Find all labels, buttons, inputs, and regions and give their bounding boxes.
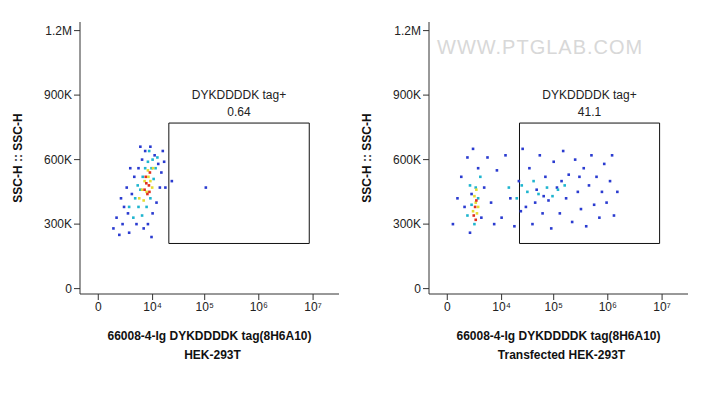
svg-text:10⁴: 10⁴ xyxy=(492,300,511,314)
svg-text:0.64: 0.64 xyxy=(227,105,251,119)
svg-text:SSC-H :: SSC-H: SSC-H :: SSC-H xyxy=(11,113,25,202)
svg-text:900K: 900K xyxy=(44,88,72,102)
svg-text:600K: 600K xyxy=(44,153,72,167)
svg-text:66008-4-Ig DYKDDDDK tag(8H6A10: 66008-4-Ig DYKDDDDK tag(8H6A10) xyxy=(107,329,311,343)
svg-text:10⁴: 10⁴ xyxy=(143,300,162,314)
svg-text:10⁵: 10⁵ xyxy=(545,300,563,314)
svg-text:10⁶: 10⁶ xyxy=(599,300,617,314)
svg-text:DYKDDDDK tag+: DYKDDDDK tag+ xyxy=(542,88,636,102)
svg-text:900K: 900K xyxy=(393,88,421,102)
svg-text:1.2M: 1.2M xyxy=(45,24,72,38)
svg-text:300K: 300K xyxy=(393,217,421,231)
svg-text:SSC-H :: SSC-H: SSC-H :: SSC-H xyxy=(360,113,374,202)
svg-text:300K: 300K xyxy=(44,217,72,231)
svg-text:0: 0 xyxy=(95,300,102,314)
svg-text:600K: 600K xyxy=(393,153,421,167)
svg-text:10⁵: 10⁵ xyxy=(196,300,214,314)
svg-text:0: 0 xyxy=(414,282,421,296)
html-text:Transfected HEK-293T: Transfected HEK-293T xyxy=(497,348,626,362)
svg-text:41.1: 41.1 xyxy=(578,105,602,119)
html-text:WWW.PTGLAB.COM: WWW.PTGLAB.COM xyxy=(437,36,644,58)
svg-text:1.2M: 1.2M xyxy=(394,24,421,38)
svg-text:10⁷: 10⁷ xyxy=(653,300,671,314)
svg-text:10⁷: 10⁷ xyxy=(304,300,322,314)
svg-text:0: 0 xyxy=(444,300,451,314)
html-text:HEK-293T: HEK-293T xyxy=(184,348,241,362)
svg-text:DYKDDDDK tag+: DYKDDDDK tag+ xyxy=(192,88,286,102)
svg-text:0: 0 xyxy=(65,282,72,296)
svg-text:66008-4-Ig DYKDDDDK tag(8H6A10: 66008-4-Ig DYKDDDDK tag(8H6A10) xyxy=(456,329,660,343)
svg-text:10⁶: 10⁶ xyxy=(250,300,268,314)
